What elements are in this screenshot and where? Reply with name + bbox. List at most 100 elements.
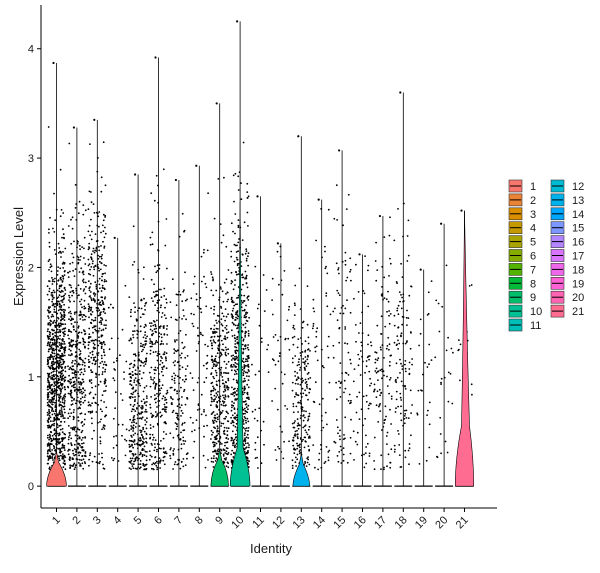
data-point <box>184 403 187 406</box>
data-point <box>294 382 297 385</box>
x-tick-label: 5 <box>132 514 145 527</box>
data-point <box>233 438 236 441</box>
data-point <box>220 403 223 406</box>
data-point <box>79 451 82 454</box>
data-point <box>69 270 71 273</box>
data-point <box>333 440 336 443</box>
data-point <box>47 395 50 398</box>
data-point <box>234 387 236 390</box>
data-point <box>152 324 155 327</box>
data-point <box>223 449 226 451</box>
data-point <box>206 249 209 252</box>
data-point <box>72 318 75 321</box>
data-point <box>220 323 223 326</box>
data-point <box>232 439 235 442</box>
data-point <box>169 386 172 389</box>
data-point <box>386 345 389 347</box>
data-point <box>61 323 64 326</box>
data-point <box>241 330 244 333</box>
data-point <box>214 388 217 391</box>
data-point <box>230 439 233 442</box>
data-point <box>212 441 215 444</box>
data-point <box>58 324 60 327</box>
data-point <box>79 350 82 353</box>
data-point <box>80 383 82 386</box>
data-point <box>69 390 72 393</box>
data-point <box>288 440 290 443</box>
data-point <box>307 398 309 401</box>
data-point <box>397 430 399 432</box>
data-point <box>182 429 185 432</box>
data-point <box>241 343 244 346</box>
data-point <box>192 283 195 285</box>
data-point <box>215 438 218 441</box>
data-point <box>64 388 66 391</box>
data-point <box>226 385 228 387</box>
data-point <box>144 401 146 404</box>
data-point <box>227 313 230 316</box>
data-point <box>393 451 396 453</box>
data-point <box>210 438 212 440</box>
data-point <box>100 176 103 179</box>
data-point <box>159 392 162 395</box>
data-point <box>298 424 301 427</box>
data-point <box>141 453 144 456</box>
data-point <box>353 297 355 300</box>
data-point <box>47 442 50 444</box>
data-point <box>153 377 156 379</box>
data-point <box>78 354 81 356</box>
data-point <box>181 422 184 425</box>
legend-label: 12 <box>572 181 584 193</box>
data-point <box>234 313 237 316</box>
data-point <box>161 384 164 386</box>
data-point <box>102 310 105 313</box>
data-point <box>212 457 215 460</box>
data-point <box>225 410 228 413</box>
data-point <box>457 349 460 352</box>
data-point <box>145 459 148 462</box>
data-point <box>70 427 72 429</box>
data-point <box>302 379 304 382</box>
data-point <box>53 424 55 427</box>
data-point <box>327 459 330 462</box>
data-point <box>224 337 227 339</box>
data-point <box>79 397 82 400</box>
x-tick-label: 6 <box>152 514 165 527</box>
data-point <box>362 290 365 292</box>
data-point <box>400 332 403 335</box>
data-point <box>223 360 226 363</box>
data-point <box>302 392 305 395</box>
data-point <box>88 289 91 292</box>
data-point <box>230 393 233 395</box>
data-point <box>63 454 66 457</box>
data-point <box>366 442 369 445</box>
data-point <box>231 430 234 433</box>
data-point <box>308 449 310 452</box>
data-point <box>161 366 164 369</box>
data-point <box>103 287 106 290</box>
data-point <box>84 364 86 367</box>
data-point <box>54 324 57 327</box>
data-point <box>135 457 137 460</box>
data-point <box>140 439 142 442</box>
data-point <box>156 309 159 312</box>
data-point <box>141 440 144 443</box>
data-point <box>292 326 295 329</box>
data-point <box>265 289 268 291</box>
data-point <box>293 335 296 338</box>
data-point <box>80 400 82 403</box>
data-point <box>152 462 155 465</box>
data-point <box>376 324 379 327</box>
data-point <box>102 367 104 369</box>
data-point <box>74 464 77 467</box>
data-point <box>98 245 100 248</box>
data-point <box>149 352 152 355</box>
data-point <box>408 361 411 364</box>
data-point <box>143 297 145 300</box>
data-point <box>235 357 237 360</box>
data-point <box>51 364 54 366</box>
data-point <box>51 366 54 368</box>
data-point <box>140 342 142 345</box>
data-point <box>130 459 133 462</box>
data-point <box>50 270 53 273</box>
